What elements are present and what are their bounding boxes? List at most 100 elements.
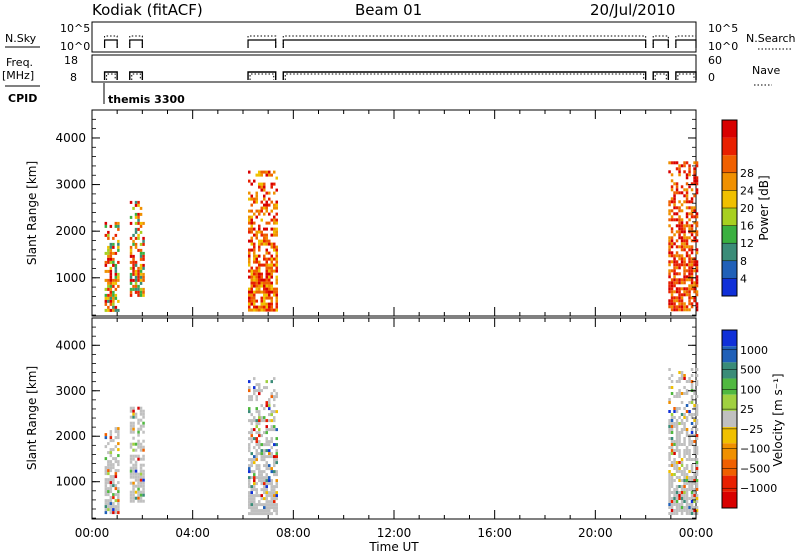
echo-cell bbox=[255, 194, 258, 198]
echo-cell bbox=[112, 293, 115, 297]
echo-cell bbox=[668, 476, 671, 479]
echo-cell bbox=[253, 248, 256, 252]
echo-cell bbox=[132, 206, 135, 210]
echo-cell bbox=[275, 293, 278, 297]
echo-cell bbox=[258, 494, 261, 498]
echo-cell bbox=[678, 395, 681, 398]
echo-cell bbox=[248, 482, 251, 486]
echo-cell bbox=[673, 233, 676, 237]
echo-cell bbox=[268, 512, 271, 516]
echo-cell bbox=[683, 416, 686, 419]
echo-cell bbox=[693, 494, 696, 497]
echo-cell bbox=[248, 410, 251, 414]
echo-cell bbox=[675, 392, 679, 395]
echo-cell bbox=[134, 221, 138, 225]
echo-cell bbox=[695, 176, 699, 180]
echo-cell bbox=[107, 505, 110, 509]
echo-cell bbox=[270, 512, 273, 516]
echo-cell bbox=[683, 260, 686, 264]
echo-cell bbox=[253, 305, 256, 309]
echo-cell bbox=[139, 445, 143, 449]
colorbar-segment bbox=[722, 260, 737, 279]
colorbar-segment bbox=[722, 172, 737, 191]
echo-cell bbox=[675, 212, 679, 216]
echo-cell bbox=[139, 290, 143, 294]
echo-cell bbox=[685, 419, 689, 422]
echo-cell bbox=[258, 230, 261, 234]
echo-cell bbox=[250, 428, 253, 432]
echo-cell bbox=[690, 281, 694, 285]
echo-cell bbox=[117, 505, 120, 509]
echo-cell bbox=[270, 272, 273, 276]
echo-cell bbox=[268, 449, 271, 453]
echo-cell bbox=[112, 484, 115, 488]
echo-cell bbox=[690, 431, 694, 434]
echo-cell bbox=[114, 475, 118, 479]
echo-cell bbox=[683, 437, 686, 440]
echo-cell bbox=[673, 512, 676, 515]
echo-cell bbox=[275, 257, 278, 261]
echo-cell bbox=[107, 466, 110, 470]
echo-cell bbox=[668, 170, 671, 174]
echo-cell bbox=[129, 445, 133, 449]
echo-cell bbox=[258, 416, 261, 420]
echo-cell bbox=[673, 509, 676, 512]
echo-cell bbox=[685, 431, 689, 434]
echo-cell bbox=[668, 437, 671, 440]
echo-cell bbox=[114, 469, 118, 473]
echo-cell bbox=[695, 374, 699, 377]
echo-cell bbox=[258, 422, 261, 426]
echo-cell bbox=[678, 452, 681, 455]
echo-cell bbox=[680, 278, 684, 282]
echo-cell bbox=[690, 212, 694, 216]
echo-cell bbox=[670, 476, 674, 479]
echo-cell bbox=[683, 491, 686, 494]
echo-cell bbox=[680, 428, 684, 431]
echo-cell bbox=[693, 452, 696, 455]
echo-cell bbox=[670, 173, 674, 177]
echo-cell bbox=[109, 260, 113, 264]
echo-cell bbox=[683, 305, 686, 309]
echo-cell bbox=[250, 281, 253, 285]
echo-cell bbox=[675, 443, 679, 446]
echo-cell bbox=[268, 272, 271, 276]
echo-cell bbox=[117, 454, 120, 458]
echo-cell bbox=[675, 251, 679, 255]
echo-cell bbox=[107, 442, 110, 446]
echo-cell bbox=[104, 296, 108, 300]
echo-cell bbox=[263, 281, 266, 285]
echo-cell bbox=[673, 269, 676, 273]
echo-cell bbox=[114, 484, 118, 488]
echo-cell bbox=[268, 479, 271, 483]
echo-cell bbox=[688, 272, 691, 276]
echo-cell bbox=[668, 446, 671, 449]
echo-cell bbox=[680, 227, 684, 231]
echo-cell bbox=[137, 442, 140, 446]
echo-cell bbox=[112, 290, 115, 294]
echo-cell bbox=[137, 499, 140, 503]
echo-cell bbox=[248, 299, 251, 303]
echo-cell bbox=[668, 212, 671, 216]
echo-cell bbox=[129, 287, 133, 291]
echo-cell bbox=[678, 230, 681, 234]
echo-cell bbox=[270, 209, 273, 213]
echo-cell bbox=[258, 239, 261, 243]
echo-cell bbox=[248, 389, 251, 393]
echo-cell bbox=[268, 284, 271, 288]
echo-cell bbox=[683, 386, 686, 389]
echo-cell bbox=[112, 308, 115, 312]
echo-cell bbox=[685, 482, 689, 485]
echo-cell bbox=[268, 293, 271, 297]
echo-cell bbox=[678, 476, 681, 479]
echo-cell bbox=[268, 269, 271, 273]
echo-cell bbox=[688, 470, 691, 473]
echo-cell bbox=[678, 431, 681, 434]
echo-cell bbox=[107, 502, 110, 506]
echo-cell bbox=[668, 254, 671, 258]
echo-cell bbox=[265, 467, 268, 471]
echo-cell bbox=[132, 233, 135, 237]
echo-cell bbox=[270, 500, 273, 504]
echo-cell bbox=[670, 302, 674, 306]
echo-cell bbox=[109, 484, 113, 488]
